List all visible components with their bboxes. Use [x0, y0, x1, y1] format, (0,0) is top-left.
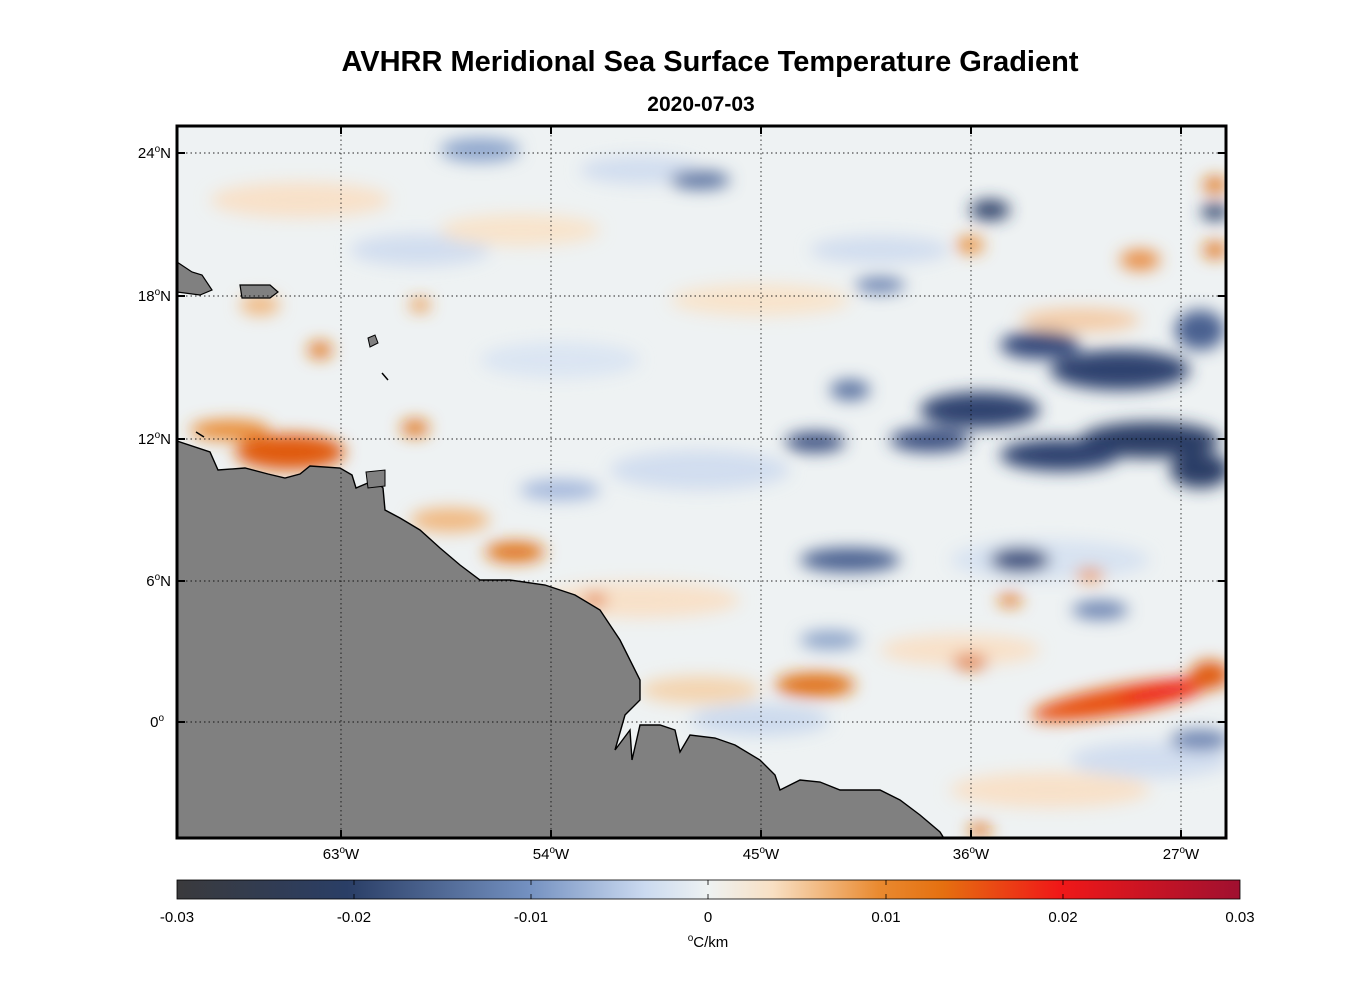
- south-america-land: [177, 440, 945, 838]
- virgin-islands-land: [239, 284, 279, 299]
- martinique-land: [381, 372, 389, 381]
- map-title: AVHRR Meridional Sea Surface Temperature…: [341, 46, 1079, 78]
- grenada-land: [195, 431, 205, 438]
- guadeloupe-land: [367, 334, 379, 348]
- colorbar-ticks: [353, 880, 1064, 899]
- colorbar-label-neg003: -0.03: [159, 909, 195, 926]
- colorbar-label-001: 0.01: [871, 909, 901, 926]
- lon-label-27w: 27oW: [1162, 845, 1200, 863]
- lon-label-36w: 36oW: [952, 845, 990, 863]
- puerto-rico-land: [177, 261, 213, 296]
- colorbar-label-neg001: -0.01: [513, 909, 549, 926]
- lat-label-18n: 18oN: [137, 287, 171, 305]
- graticule: [177, 126, 1226, 838]
- map-date-subtitle: 2020-07-03: [647, 93, 755, 116]
- map-plot-area: [177, 126, 1226, 838]
- colorbar: [176, 879, 1241, 900]
- lat-label-0: 0o: [150, 713, 164, 731]
- colorbar-label-neg002: -0.02: [336, 909, 372, 926]
- lat-label-12n: 12oN: [137, 430, 171, 448]
- trinidad-land: [365, 469, 386, 489]
- colorbar-units: oC/km: [687, 933, 729, 951]
- lat-label-6n: 6oN: [146, 572, 171, 590]
- land-masses: [177, 261, 945, 838]
- map-tick-marks: [177, 126, 1226, 838]
- colorbar-label-002: 0.02: [1048, 909, 1078, 926]
- lon-label-63w: 63oW: [322, 845, 360, 863]
- lon-label-45w: 45oW: [742, 845, 780, 863]
- colorbar-label-zero: 0: [703, 909, 713, 926]
- colorbar-label-003: 0.03: [1225, 909, 1255, 926]
- lon-label-54w: 54oW: [532, 845, 570, 863]
- map-frame: [175, 124, 1228, 840]
- lat-label-24n: 24oN: [137, 144, 171, 162]
- gradient-field: [190, 138, 1226, 836]
